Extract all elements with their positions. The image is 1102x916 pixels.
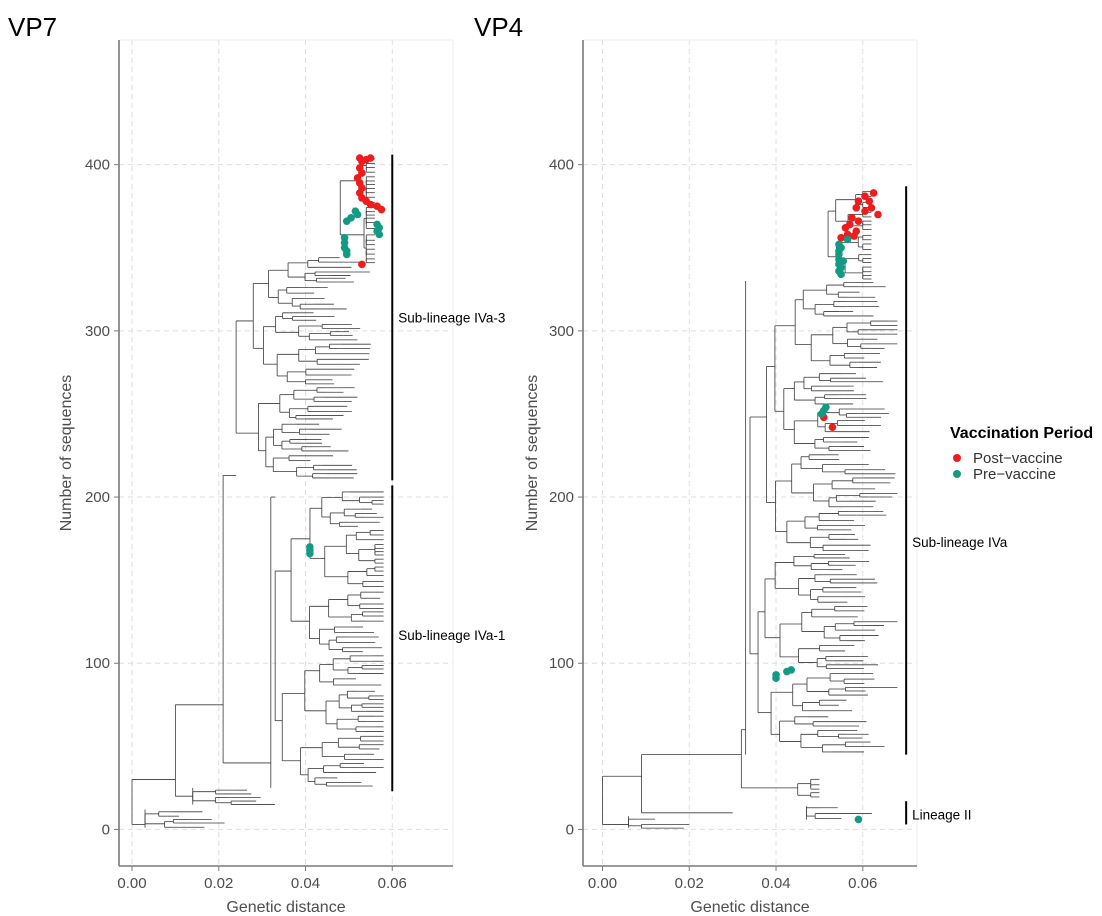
point-post-vaccine (377, 205, 386, 214)
y-axis-title: Number of sequences (524, 375, 541, 532)
y-tick-label: 200 (85, 489, 110, 506)
point-post-vaccine (366, 200, 375, 209)
point-post-vaccine (865, 197, 874, 206)
x-tick-label: 0.06 (378, 875, 407, 892)
point-post-vaccine (358, 169, 366, 177)
point-pre-vaccine (306, 549, 314, 558)
point-post-vaccine (861, 207, 869, 215)
panel-border (118, 39, 454, 867)
legend: Vaccination Period Post−vaccine Pre−vacc… (950, 425, 1093, 483)
x-tick-label: 0.00 (588, 875, 617, 892)
point-pre-vaccine (375, 230, 384, 239)
x-axis-title: Genetic distance (690, 899, 809, 916)
point-post-vaccine (861, 192, 869, 201)
point-post-vaccine (828, 423, 837, 432)
x-tick-label: 0.06 (848, 875, 877, 892)
point-post-vaccine (867, 204, 876, 212)
point-post-vaccine (874, 210, 882, 219)
y-tick-label: 0 (566, 821, 574, 838)
point-pre-vaccine (854, 815, 863, 824)
point-post-vaccine (869, 189, 878, 197)
panel-title: VP7 (8, 12, 57, 42)
clade-label: Sub-lineage IVa-1 (398, 628, 505, 643)
point-post-vaccine (848, 214, 856, 222)
y-tick-label: 0 (102, 821, 110, 838)
point-post-vaccine (366, 154, 375, 162)
point-pre-vaccine (353, 210, 362, 219)
x-axis-title: Genetic distance (226, 899, 345, 916)
point-post-vaccine (854, 217, 863, 225)
y-tick-label: 100 (85, 655, 110, 672)
point-post-vaccine (837, 233, 845, 242)
point-pre-vaccine (843, 235, 852, 244)
x-tick-label: 0.02 (675, 875, 704, 892)
legend-label-pre-vaccine: Pre−vaccine (973, 466, 1056, 483)
x-tick-label: 0.04 (291, 875, 320, 892)
point-pre-vaccine (772, 674, 780, 682)
clade-label: Lineage II (912, 807, 971, 822)
point-pre-vaccine (342, 217, 351, 225)
point-post-vaccine (852, 204, 861, 212)
point-pre-vaccine (822, 403, 830, 412)
phylogenetic-tree (602, 190, 898, 829)
point-post-vaccine (358, 260, 366, 269)
legend-label-post-vaccine: Post−vaccine (973, 450, 1063, 467)
panel-title: VP4 (474, 12, 523, 42)
y-axis-title: Number of sequences (58, 375, 75, 532)
point-post-vaccine (854, 197, 863, 206)
legend-key-pre-vaccine (953, 470, 961, 478)
point-pre-vaccine (342, 250, 351, 259)
x-tick-label: 0.04 (761, 875, 790, 892)
x-tick-label: 0.00 (117, 875, 146, 892)
y-tick-label: 300 (549, 323, 574, 340)
y-tick-label: 200 (549, 489, 574, 506)
y-tick-label: 100 (549, 655, 574, 672)
y-tick-label: 400 (85, 157, 110, 174)
y-tick-label: 300 (85, 323, 110, 340)
clade-label: Sub-lineage IVa-3 (398, 311, 505, 326)
point-pre-vaccine (837, 270, 845, 279)
legend-key-post-vaccine (953, 454, 961, 462)
y-tick-label: 400 (549, 157, 574, 174)
point-post-vaccine (841, 224, 850, 232)
legend-title: Vaccination Period (950, 425, 1093, 442)
phylogenetic-tree (131, 158, 384, 828)
point-pre-vaccine (787, 666, 796, 674)
x-tick-label: 0.02 (204, 875, 233, 892)
clade-label: Sub-lineage IVa (912, 535, 1008, 550)
point-post-vaccine (850, 232, 858, 240)
panel-vp4: VP4 0.00 0.02 0.04 0.06 0 100 200 300 400 Genetic … (474, 12, 1008, 916)
panel-vp7: VP7 0.00 0.02 0.04 0.06 0 100 200 300 400 Genetic … (8, 12, 505, 916)
